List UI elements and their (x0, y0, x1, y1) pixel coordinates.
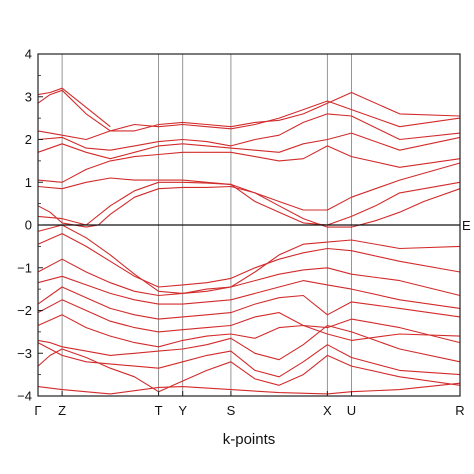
x-axis-title: k-points (223, 431, 276, 448)
band-line-17 (37, 113, 461, 151)
x-tick-label: T (155, 403, 163, 418)
band-line-10 (37, 233, 461, 288)
x-tick-label: Z (58, 403, 66, 418)
x-tick-label: U (347, 403, 356, 418)
x-tick-label: Y (178, 403, 187, 418)
band-line-1 (37, 382, 461, 395)
band-line-19 (37, 89, 461, 132)
y-tick-label: 0 (25, 218, 32, 233)
y-tick-label: −3 (17, 346, 32, 361)
x-tick-label: Γ (34, 403, 41, 418)
band-line-9 (37, 258, 461, 297)
band-lines (37, 87, 461, 395)
band-line-14 (37, 162, 461, 211)
band-line-8 (37, 275, 461, 309)
y-tick-label: 3 (25, 89, 32, 104)
x-tick-label: X (323, 403, 332, 418)
x-tick-label: S (227, 403, 236, 418)
band-line-12 (37, 185, 461, 228)
band-line-2 (37, 348, 461, 393)
band-line-18 (37, 100, 461, 141)
y-tick-label: 1 (25, 175, 32, 190)
y-tick-label: −1 (17, 260, 32, 275)
y-tick-label: 2 (25, 132, 32, 147)
band-line-7 (37, 286, 461, 320)
band-line-4 (37, 324, 461, 363)
band-line-16 (37, 132, 461, 160)
band-line-15 (37, 145, 461, 183)
x-tick-label: R (455, 403, 464, 418)
fermi-level-label: E (462, 218, 471, 233)
y-tick-label: 4 (25, 47, 32, 62)
y-axis-ticks: −4 −3 −2 −1 0 1 2 3 4 (17, 47, 43, 404)
band-line-3 (37, 342, 461, 378)
band-line-20 (37, 87, 111, 128)
y-tick-label: −2 (17, 303, 32, 318)
band-line-5 (37, 314, 461, 348)
band-line-11 (37, 224, 461, 294)
y-tick-label: −4 (17, 389, 32, 404)
band-line-6 (37, 299, 461, 344)
